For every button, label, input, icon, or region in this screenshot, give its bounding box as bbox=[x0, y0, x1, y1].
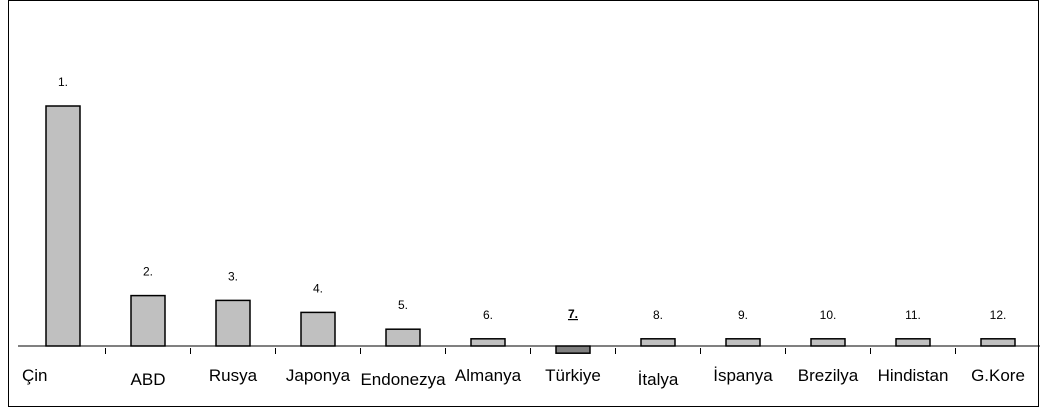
rank-label-3: 3. bbox=[228, 269, 238, 283]
rank-label-5: 5. bbox=[398, 298, 408, 312]
rank-label-9: 9. bbox=[738, 308, 748, 322]
x-tick-label-12: G.Kore bbox=[971, 366, 1025, 385]
rank-label-12: 12. bbox=[990, 308, 1007, 322]
rank-label-2: 2. bbox=[143, 265, 153, 279]
x-tick-label-9: İspanya bbox=[713, 366, 773, 385]
x-tick-label-2: ABD bbox=[131, 370, 166, 389]
x-tick-label-3: Rusya bbox=[209, 366, 258, 385]
x-tick-label-1: Çin bbox=[22, 366, 48, 385]
x-tick-label-11: Hindistan bbox=[878, 366, 949, 385]
bar-3 bbox=[216, 300, 250, 346]
bar-11 bbox=[896, 339, 930, 346]
x-tick-label-8: İtalya bbox=[638, 370, 679, 389]
bar-1 bbox=[46, 106, 80, 346]
x-tick-label-6: Almanya bbox=[455, 366, 522, 385]
rank-label-11: 11. bbox=[905, 308, 921, 322]
x-tick-label-7: Türkiye bbox=[545, 366, 601, 385]
bar-8 bbox=[641, 339, 675, 346]
x-tick-label-10: Brezilya bbox=[798, 366, 859, 385]
rank-label-7: 7. bbox=[568, 307, 578, 321]
bar-7 bbox=[556, 346, 590, 353]
rank-label-6: 6. bbox=[483, 308, 493, 322]
rank-label-4: 4. bbox=[313, 281, 323, 295]
bar-2 bbox=[131, 296, 165, 346]
rank-label-1: 1. bbox=[58, 75, 68, 89]
bar-9 bbox=[726, 339, 760, 346]
rank-label-10: 10. bbox=[820, 308, 837, 322]
x-tick-label-4: Japonya bbox=[286, 366, 351, 385]
bar-5 bbox=[386, 329, 420, 346]
bar-10 bbox=[811, 339, 845, 346]
bar-6 bbox=[471, 339, 505, 346]
rank-label-8: 8. bbox=[653, 308, 663, 322]
x-tick-label-5: Endonezya bbox=[360, 370, 446, 389]
bar-12 bbox=[981, 339, 1015, 346]
bar-4 bbox=[301, 312, 335, 346]
